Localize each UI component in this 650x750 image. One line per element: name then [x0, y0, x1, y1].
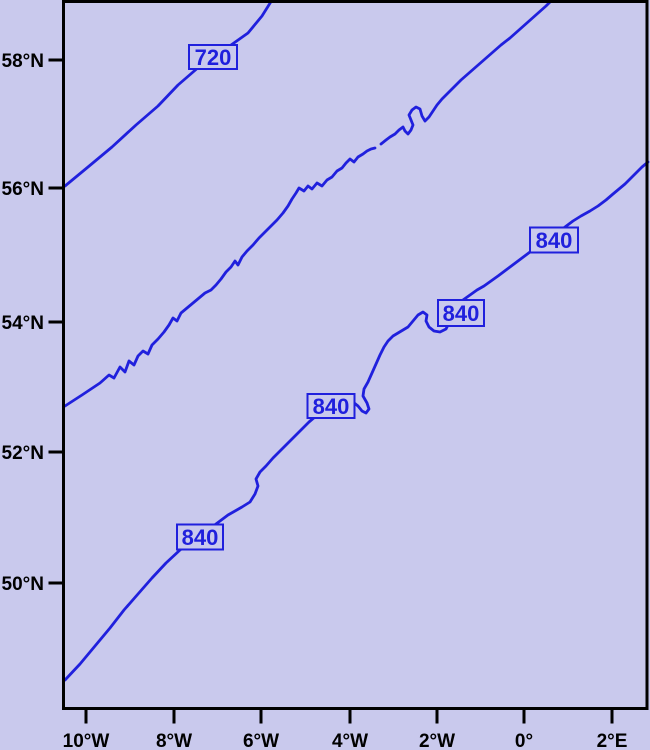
x-axis: 10°W 8°W 6°W 4°W 2°W 0° 2°E — [63, 710, 628, 750]
y-tick-label: 52°N — [2, 443, 44, 464]
contour-line-unlabeled-1 — [379, 0, 554, 146]
y-tick-label: 50°N — [2, 574, 44, 595]
plot-border — [62, 0, 649, 710]
x-tick-label: 8°W — [156, 731, 192, 750]
x-tick-label: 10°W — [63, 731, 110, 750]
contour-label-box — [176, 523, 224, 551]
contour-labels-group: 720 840 840 840 840 — [176, 44, 579, 551]
contour-label-value: 840 — [182, 525, 219, 550]
contour-label-box — [437, 299, 485, 327]
contour-label-box — [188, 44, 238, 70]
y-tick-label: 56°N — [2, 179, 44, 200]
contour-label-box — [529, 226, 579, 254]
y-axis: 58°N 56°N 54°N 52°N 50°N — [2, 51, 62, 595]
contour-label-value: 840 — [443, 301, 480, 326]
x-tick-label: 6°W — [243, 731, 279, 750]
contour-line-unlabeled-1 — [63, 146, 377, 408]
contour-label-value: 720 — [195, 45, 232, 70]
x-tick-label: 4°W — [332, 731, 368, 750]
y-tick-label: 58°N — [2, 51, 44, 72]
contour-line-720 — [63, 0, 274, 188]
x-tick-label: 2°E — [597, 731, 628, 750]
contour-label-value: 840 — [313, 394, 350, 419]
contour-label-box — [306, 393, 356, 419]
contour-lines-group — [63, 0, 650, 682]
y-tick-label: 54°N — [2, 313, 44, 334]
x-tick-label: 2°W — [419, 731, 455, 750]
x-tick-label: 0° — [515, 731, 533, 750]
contour-label-value: 840 — [536, 228, 573, 253]
